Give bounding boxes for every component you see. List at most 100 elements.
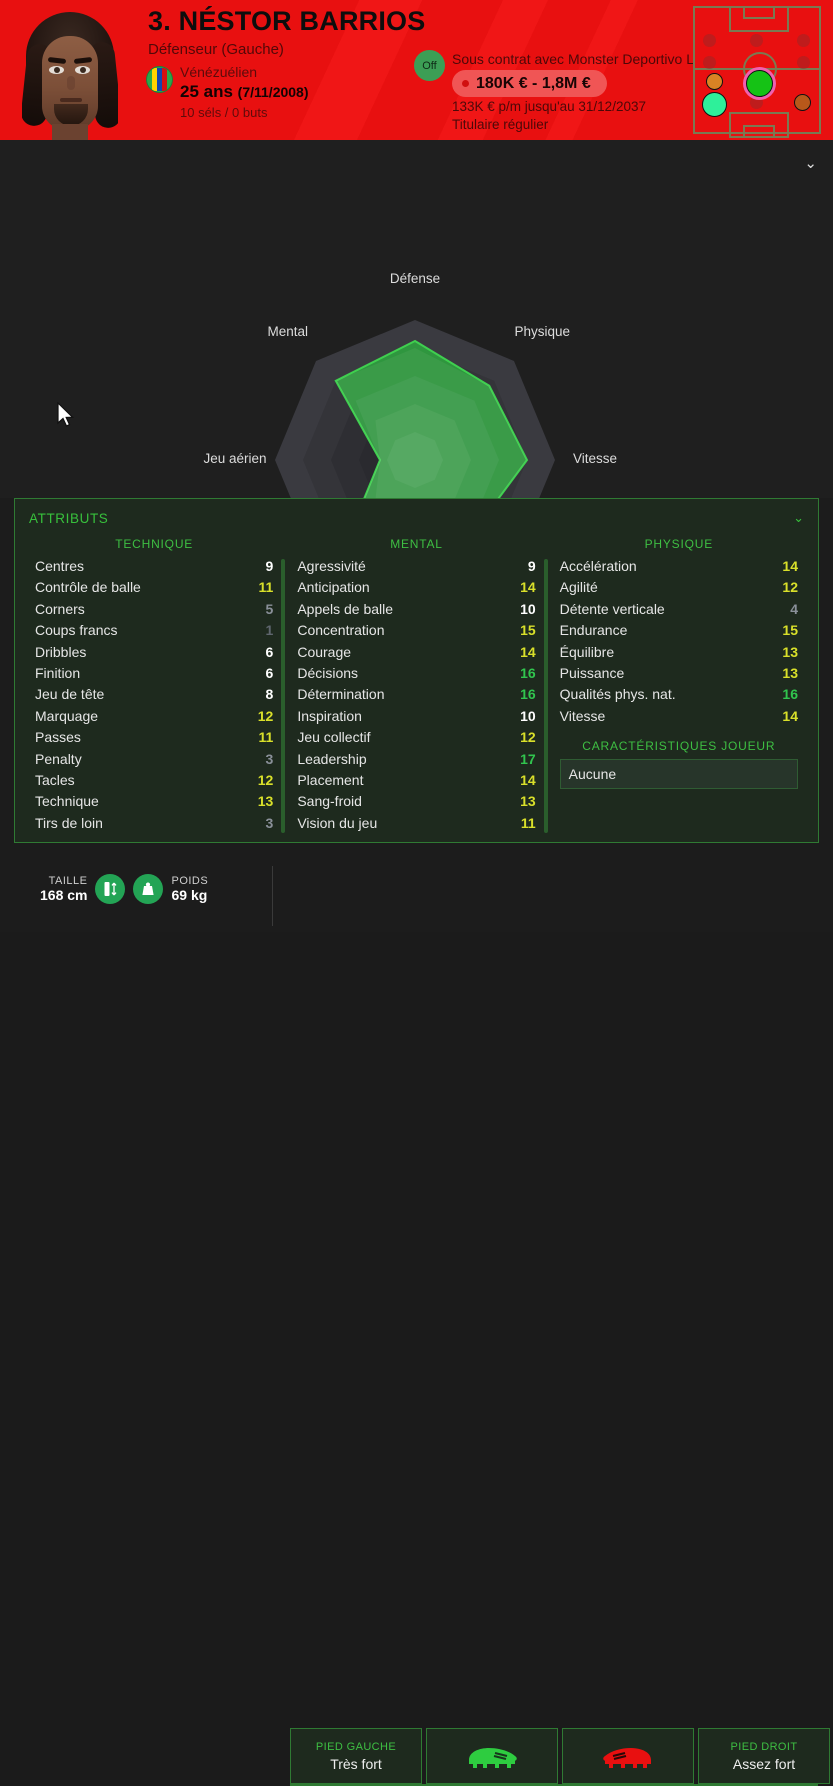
- player-name: 3. NÉSTOR BARRIOS: [148, 6, 426, 36]
- player-nationality: Vénézuélien: [180, 64, 258, 80]
- attribute-value: 12: [782, 579, 798, 596]
- attribute-name: Finition: [35, 665, 81, 682]
- player-footer: TAILLE 168 cm POIDS 69 kg PIED GAUCHE Tr…: [0, 860, 833, 1786]
- attribute-value: 15: [520, 622, 536, 639]
- attribute-row: Décisions 16: [297, 663, 535, 684]
- attribute-value: 14: [782, 558, 798, 574]
- attribute-row: Leadership 17: [297, 749, 535, 770]
- attribute-value: 1: [265, 622, 274, 639]
- attribute-row: Sang-froid 13: [297, 791, 535, 812]
- attribute-value: 13: [782, 643, 798, 660]
- attribute-row: Corners 5: [35, 599, 273, 620]
- position-marker-weak: [794, 94, 811, 111]
- chevron-down-icon[interactable]: ⌄: [793, 510, 804, 525]
- radar-axis-label-jeu-a-rien: Jeu aérien: [203, 451, 267, 466]
- player-wage: 133K € p/m jusqu'au 31/12/2037: [452, 99, 646, 114]
- squad-role: Titulaire régulier: [452, 117, 549, 132]
- attribute-name: Accélération: [559, 558, 637, 574]
- attribute-row: Placement 14: [297, 770, 535, 791]
- attribute-value: 15: [782, 622, 798, 639]
- attributes-header[interactable]: ATTRIBUTS ⌄: [15, 499, 818, 537]
- attribute-row: Centres 9: [35, 556, 273, 577]
- attribute-value: 11: [258, 729, 274, 746]
- right-boot-cell[interactable]: [562, 1728, 694, 1784]
- attribute-row: Marquage 12: [35, 706, 273, 727]
- age-value: 25 ans: [180, 82, 233, 101]
- attribute-name: Centres: [35, 558, 85, 574]
- foot-preference-group: PIED GAUCHE Très fort: [290, 1728, 830, 1784]
- attribute-row: Finition 6: [35, 663, 273, 684]
- attribute-value: 14: [520, 643, 536, 660]
- attribute-name: Corners: [35, 600, 85, 617]
- attribute-row: Agressivité 9: [297, 556, 535, 577]
- right-foot-label: PIED DROIT: [730, 1740, 798, 1753]
- attribute-value: 3: [265, 750, 274, 767]
- attribute-value: 17: [520, 750, 536, 767]
- attribute-row: Concentration 15: [297, 620, 535, 641]
- attribute-name: Concentration: [297, 622, 385, 639]
- attribute-name: Décisions: [297, 665, 359, 682]
- attribute-name: Marquage: [35, 707, 99, 724]
- player-caps: 10 séls / 0 buts: [180, 105, 268, 120]
- attribute-name: Dribbles: [35, 643, 87, 660]
- chevron-down-icon[interactable]: ⌄: [804, 155, 817, 172]
- attribute-name: Vitesse: [559, 707, 606, 724]
- attribute-name: Détente verticale: [559, 600, 665, 617]
- attribute-row: Contrôle de balle 11: [35, 577, 273, 598]
- attribute-name: Puissance: [559, 665, 625, 682]
- attribute-name: Détermination: [297, 686, 385, 703]
- nationality-flag-icon: [146, 66, 173, 93]
- weight-label: POIDS: [171, 875, 209, 887]
- radar-axis-label-d-fense: Défense: [389, 271, 441, 286]
- player-position: Défenseur (Gauche): [148, 41, 284, 58]
- attribute-name: Agilité: [559, 579, 598, 596]
- attribute-row: Tirs de loin 3: [35, 813, 273, 834]
- attribute-radar-chart: DéfensePhysiqueVitesseVision du jeuAttaq…: [0, 140, 833, 646]
- height-icon: [95, 874, 126, 904]
- attribute-value: 3: [265, 814, 274, 831]
- attribute-row: Passes 11: [35, 727, 273, 748]
- contract-club: Sous contrat avec Monster Deportivo L...: [452, 51, 706, 67]
- right-foot-value: Assez fort: [732, 1755, 796, 1772]
- attribute-column-mental: MENTAL Agressivité 9 Anticipation 14 App…: [285, 537, 548, 837]
- column-title: PHYSIQUE: [644, 537, 714, 551]
- attribute-value: 6: [265, 643, 274, 660]
- player-photo: [22, 6, 118, 140]
- left-foot-value: Très fort: [330, 1755, 382, 1772]
- attribute-value: 16: [520, 665, 536, 682]
- attribute-row: Puissance 13: [560, 663, 798, 684]
- player-traits-value: Aucune: [559, 759, 798, 790]
- attribute-value: 9: [527, 558, 536, 574]
- attribute-name: Vision du jeu: [297, 814, 378, 831]
- attribute-name: Appels de balle: [297, 600, 394, 617]
- attribute-column-technique: TECHNIQUE Centres 9 Contrôle de balle 11…: [23, 537, 286, 837]
- attribute-row: Jeu de tête 8: [35, 684, 273, 705]
- attribute-name: Tirs de loin: [35, 814, 103, 831]
- attribute-name: Tacles: [35, 772, 75, 789]
- left-foot-label: PIED GAUCHE: [315, 1740, 397, 1753]
- attribute-row: Endurance 15: [560, 620, 798, 641]
- radar-axis-label-mental: Mental: [267, 323, 308, 339]
- radar-axis-label-physique: Physique: [514, 323, 571, 339]
- attribute-row: Vision du jeu 11: [297, 813, 535, 834]
- right-foot-cell[interactable]: PIED DROIT Assez fort: [698, 1728, 830, 1784]
- column-scrollbar[interactable]: [281, 559, 286, 833]
- off-status-badge[interactable]: Off: [414, 50, 445, 81]
- left-boot-cell[interactable]: [426, 1728, 558, 1784]
- attribute-value: 4: [790, 600, 798, 617]
- attribute-row: Courage 14: [297, 642, 535, 663]
- column-scrollbar[interactable]: [543, 559, 548, 833]
- pitch-position-widget[interactable]: [693, 6, 821, 138]
- attribute-row: Équilibre 13: [560, 642, 798, 663]
- attribute-name: Technique: [35, 793, 99, 810]
- attribute-name: Jeu collectif: [297, 729, 371, 746]
- height-value: 168 cm: [40, 887, 88, 903]
- radar-svg: [275, 320, 555, 600]
- left-boot-icon: [469, 1748, 517, 1768]
- attribute-value: 8: [265, 686, 274, 703]
- left-foot-cell[interactable]: PIED GAUCHE Très fort: [290, 1728, 422, 1784]
- attribute-name: Anticipation: [297, 579, 370, 596]
- attribute-row: Agilité 12: [560, 577, 798, 598]
- position-marker-current: [746, 70, 773, 97]
